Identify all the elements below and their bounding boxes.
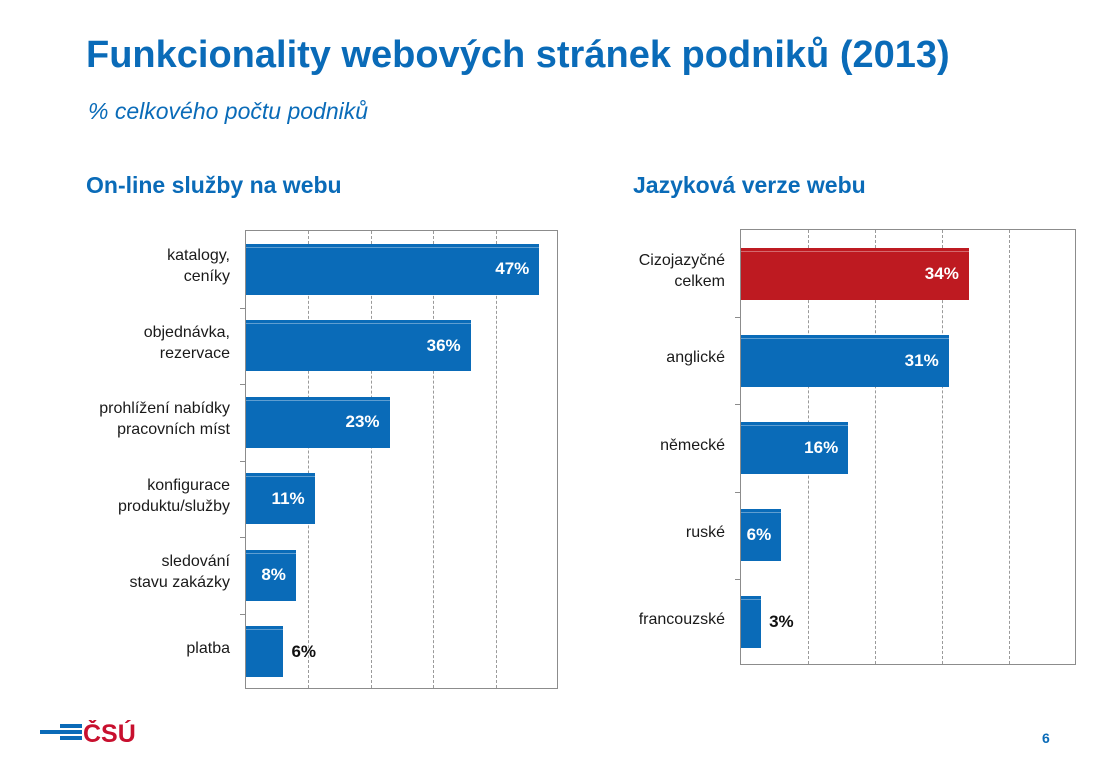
data-label: 6% [291,641,317,661]
gridline [308,231,310,688]
gridline [942,230,943,664]
axis-tick [240,613,246,615]
category-label-line: produktu/služby [117,497,230,515]
category-label-line: anglické [666,349,725,367]
gridline [1009,230,1010,664]
category-label: francouzské [639,609,725,630]
bar-highlight [741,512,782,514]
axis-tick [735,578,741,580]
category-label: platba [186,638,230,659]
csu-logo-icon: ČSÚ [40,718,136,748]
category-label: prohlížení nabídky pracovních míst [99,398,230,440]
bar [246,396,390,448]
category-label-line: ceníky [183,268,230,286]
data-label: 47% [495,259,530,279]
category-label: sledování stavu zakázky [130,551,230,593]
category-label-line: ruské [685,523,725,541]
gridline [875,230,876,664]
axis-tick [240,537,246,538]
bar-highlight [246,323,471,325]
axis-tick [735,491,741,493]
category-label-line: objednávka, [143,323,230,341]
svg-text:ČSÚ: ČSÚ [83,720,136,746]
bar-highlight [246,552,296,554]
bar-highlight [741,250,969,252]
axis-tick [735,317,741,319]
bar-highlight [246,246,540,248]
axis-tick [240,384,246,385]
axis-tick [735,404,741,406]
category-label: konfigurace produktu/služby [118,475,230,517]
data-label: 11% [271,488,305,508]
data-label: 6% [746,525,772,545]
gridline [433,231,435,688]
chart-language-plot: 34% 31% 16% 6% 3% [735,229,1076,665]
axis-tick [240,307,246,309]
category-label-line: sledování [161,553,231,571]
bar [741,334,949,387]
data-label: 3% [769,612,794,632]
category-label-line: katalogy, [167,247,230,265]
bar [741,596,762,649]
category-label: anglické [666,347,725,368]
bar [246,549,296,601]
category-label-line: německé [660,436,725,454]
data-label: 36% [426,335,461,355]
category-label-line: platba [186,640,230,658]
bar [246,320,471,372]
chart-online-services-plot: 47% 36% 23% 11% 8% 6% [240,230,558,689]
category-label: katalogy, ceníky [167,245,230,287]
chart-title-language: Jazyková verze webu [633,172,866,198]
category-label-line: prohlížení nabídky [99,400,230,418]
category-label-line: Cizojazyčné [638,251,725,269]
data-label: 16% [804,438,839,457]
category-label: ruské [686,522,725,543]
bar [741,509,782,562]
chart-title-online-services: On-line služby na webu [86,172,342,198]
category-label-line: francouzské [638,610,725,628]
bar [246,473,315,525]
category-label-line: rezervace [159,344,230,362]
data-label: 34% [924,263,959,283]
bar-highlight [246,399,390,401]
category-label: Cizojazyčné celkem [639,250,725,292]
axis-tick [240,460,246,462]
bar-highlight [741,425,849,426]
bar-highlight [741,337,949,339]
category-label: německé [660,435,725,456]
page-number: 6 [1042,730,1050,746]
data-label: 23% [345,412,380,432]
bar [741,247,969,300]
category-label-line: konfigurace [147,476,230,494]
bar [246,626,284,678]
bar [246,243,540,295]
gridline [370,231,372,688]
csu-logo: ČSÚ [40,718,140,751]
bar-highlight [741,599,762,601]
category-label-line: pracovních míst [117,421,230,439]
bar-highlight [246,476,315,478]
bar-highlight [246,629,284,631]
page-title: Funkcionality webových stránek podniků (… [86,34,950,76]
category-label-line: celkem [674,272,725,290]
gridline [495,231,497,688]
data-label: 8% [261,565,286,585]
data-label: 31% [904,350,939,370]
page-subtitle: % celkového počtu podniků [88,98,369,124]
category-label-line: stavu zakázky [129,574,230,592]
bar [741,422,849,474]
category-label: objednávka, rezervace [144,322,230,364]
